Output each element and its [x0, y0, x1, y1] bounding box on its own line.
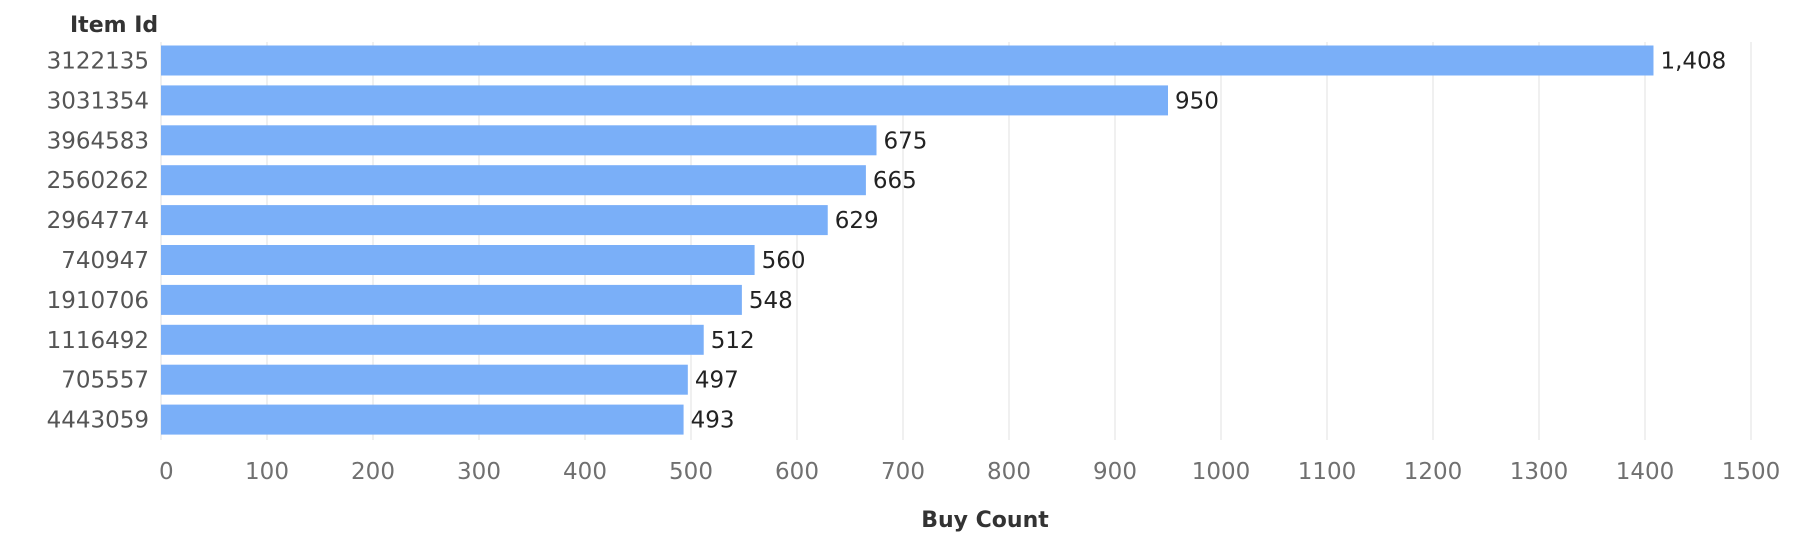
category-labels: 3122135 3031354 3964583 2560262 2964774 74094…	[47, 49, 149, 434]
value-labels: 1,408 950 675 665 629 560 548 512 497 493	[691, 49, 1727, 434]
bar	[161, 125, 877, 156]
x-tick-label: 800	[987, 459, 1031, 485]
category-label: 740947	[61, 248, 149, 274]
x-tick-label: 300	[457, 459, 501, 485]
data-label: 950	[1175, 88, 1219, 114]
category-label: 1910706	[47, 288, 149, 314]
category-label: 3122135	[47, 49, 149, 75]
category-label: 3031354	[47, 88, 149, 114]
x-tick-label: 600	[775, 459, 819, 485]
x-tick-label: 200	[351, 459, 395, 485]
x-tick-label: 1100	[1298, 459, 1357, 485]
data-label: 1,408	[1660, 49, 1726, 75]
x-tick-label: 100	[245, 459, 289, 485]
data-label: 629	[835, 208, 879, 234]
x-tick-label: 400	[563, 459, 607, 485]
bar	[161, 324, 704, 355]
data-label: 560	[762, 248, 806, 274]
bar	[161, 284, 742, 315]
data-label: 493	[691, 408, 735, 434]
x-tick-label: 700	[881, 459, 925, 485]
x-axis-title: Buy Count	[921, 508, 1049, 533]
category-label: 2964774	[47, 208, 149, 234]
x-tick-label: 500	[669, 459, 713, 485]
data-label: 675	[884, 128, 928, 154]
data-label: 665	[873, 168, 917, 194]
category-label: 4443059	[47, 408, 149, 434]
bar	[161, 245, 755, 275]
bar	[161, 165, 866, 196]
x-tick-label: 1400	[1616, 459, 1675, 485]
bars	[161, 45, 1654, 435]
bar	[161, 45, 1654, 76]
bar	[161, 205, 828, 236]
data-label: 512	[711, 328, 755, 354]
x-tick-labels: 0 100 200 300 400 500 600 700 800 900 1000 1100 1200…	[159, 459, 1780, 485]
category-label: 2560262	[47, 168, 149, 194]
category-label: 1116492	[47, 328, 149, 354]
x-tick-label: 1000	[1192, 459, 1251, 485]
bar	[161, 85, 1168, 116]
bar	[161, 404, 684, 435]
x-tick-label: 0	[159, 459, 174, 485]
bar	[161, 364, 688, 395]
data-label: 497	[695, 368, 739, 394]
category-label: 3964583	[47, 128, 149, 154]
y-axis-title: Item Id	[70, 13, 158, 38]
x-tick-label: 1500	[1722, 459, 1781, 485]
x-tick-label: 1200	[1404, 459, 1463, 485]
x-tick-label: 900	[1093, 459, 1137, 485]
data-label: 548	[749, 288, 793, 314]
category-label: 705557	[61, 368, 149, 394]
x-tick-label: 1300	[1510, 459, 1569, 485]
